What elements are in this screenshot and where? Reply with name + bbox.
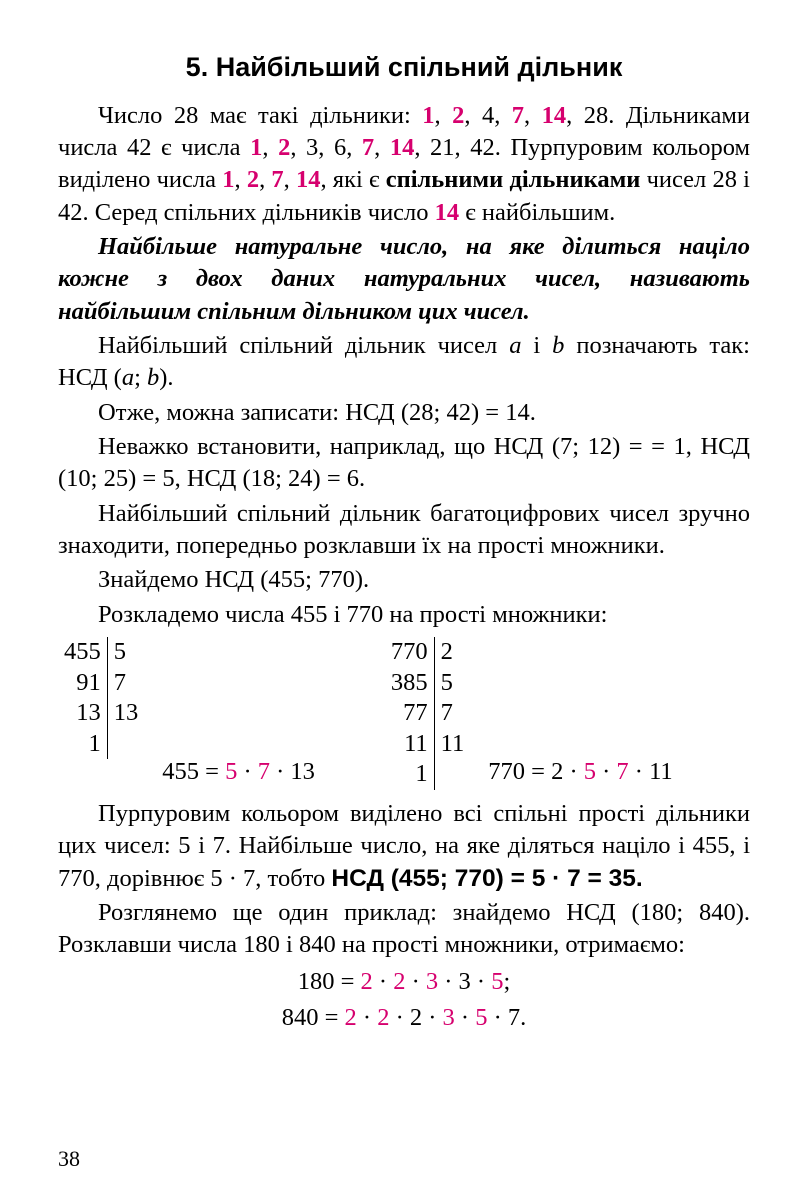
factor-table-455: 4555 917 1313 1 <box>58 637 144 760</box>
paragraph-6: Найбільший спільний дільник багатоцифров… <box>58 498 750 563</box>
paragraph-4: Отже, можна записати: НСД (28; 42) = 14. <box>58 397 750 429</box>
factorization-block: 4555 917 1313 1 455 = 5 · 7 · 13 7702 38… <box>58 637 750 790</box>
factor-eq-770: 770 = 2 · 5 · 7 · 11 <box>488 756 672 790</box>
paragraph-3: Найбільший спільний дільник чисел a і b … <box>58 330 750 395</box>
paragraph-8: Розкладемо числа 455 і 770 на прості мно… <box>58 599 750 631</box>
definition: Найбільше натуральне число, на яке ділит… <box>58 231 750 328</box>
textbook-page: 5. Найбільший спільний дільник Число 28 … <box>0 0 800 1068</box>
factor-770: 7702 3855 777 1111 1 770 = 2 · 5 · 7 · 1… <box>385 637 673 790</box>
factor-455: 4555 917 1313 1 455 = 5 · 7 · 13 <box>58 637 315 790</box>
factor-table-770: 7702 3855 777 1111 1 <box>385 637 470 790</box>
paragraph-5: Неважко встановити, наприклад, що НСД (7… <box>58 431 750 496</box>
factor-eq-455: 455 = 5 · 7 · 13 <box>162 756 315 790</box>
page-number: 38 <box>58 1146 80 1172</box>
equation-840: 840 = 2 · 2 · 2 · 3 · 5 · 7. <box>58 1002 750 1034</box>
paragraph-9: Пурпуровим кольором виділено всі спільні… <box>58 798 750 895</box>
section-title: 5. Найбільший спільний дільник <box>58 50 750 86</box>
paragraph-1: Число 28 має такі дільники: 1, 2, 4, 7, … <box>58 100 750 229</box>
paragraph-7: Знайдемо НСД (455; 770). <box>58 564 750 596</box>
paragraph-10: Розглянемо ще один приклад: знайдемо НСД… <box>58 897 750 962</box>
equation-180: 180 = 2 · 2 · 3 · 3 · 5; <box>58 966 750 998</box>
